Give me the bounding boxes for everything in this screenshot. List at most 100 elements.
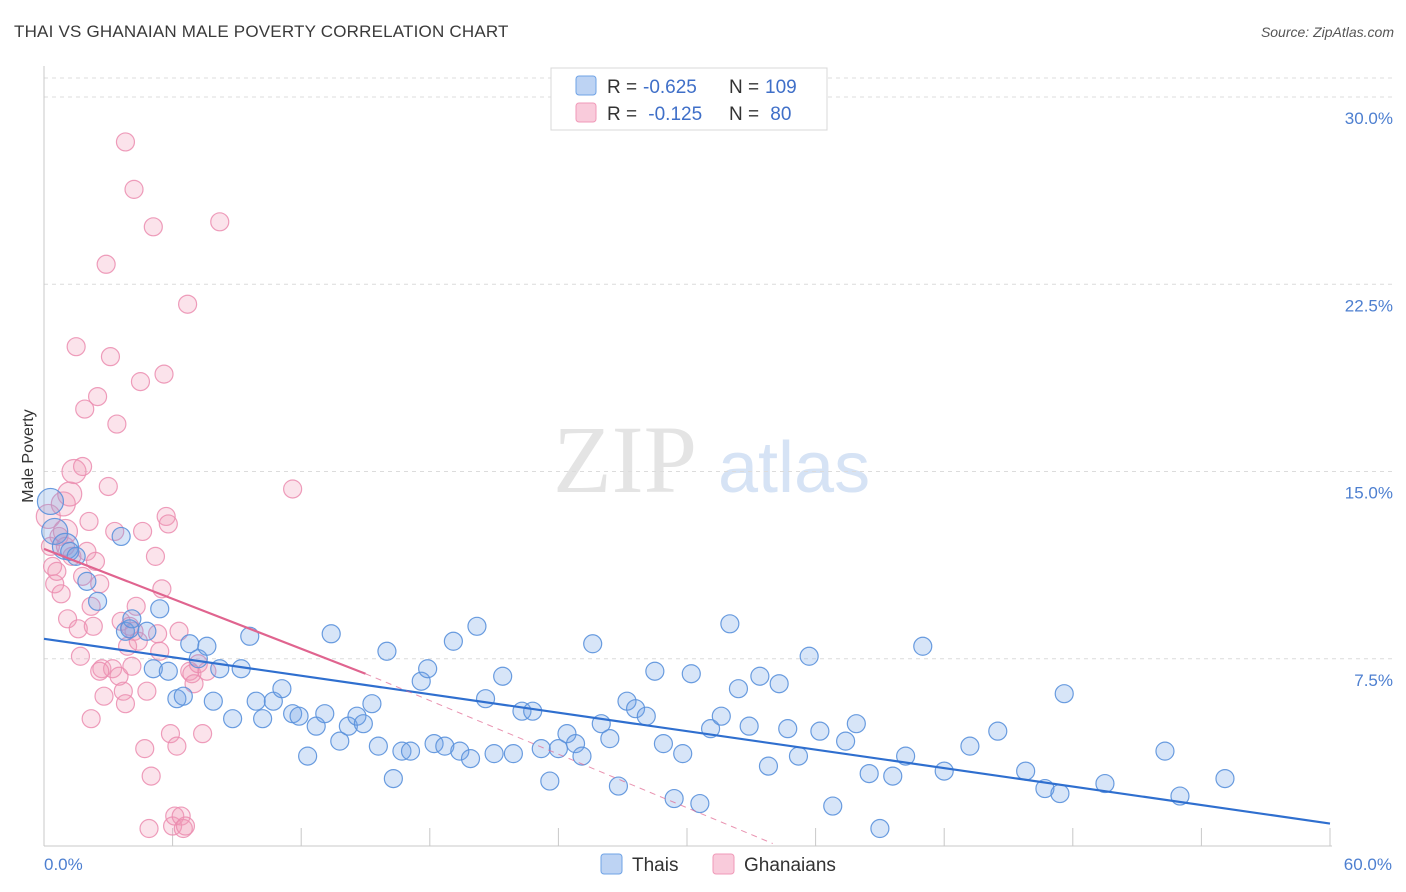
thai-point	[150, 599, 170, 619]
thai-point	[362, 694, 382, 714]
thai-point	[158, 661, 178, 681]
thai-point	[960, 736, 980, 756]
ghanaian-point	[124, 179, 144, 199]
ghanaian-point	[90, 661, 110, 681]
x-tick-label-0: 0.0%	[44, 855, 83, 874]
thai-point	[321, 624, 341, 644]
legend-n-value-ghanaians: 80	[765, 104, 791, 125]
thai-point	[565, 734, 586, 754]
ghanaian-point	[178, 294, 198, 314]
ghanaian-point	[75, 399, 95, 419]
series-legend: Thais Ghanaians	[600, 853, 836, 876]
thai-point	[758, 756, 779, 776]
ghanaian-point	[51, 584, 71, 604]
ghanaian-point	[135, 739, 155, 759]
x-tick-labels: 0.0% 60.0%	[44, 855, 1392, 874]
thai-point	[769, 674, 789, 694]
ghanaian-point	[122, 656, 142, 676]
y-tick-label-1: 15.0%	[1345, 484, 1393, 503]
ghanaian-point	[137, 681, 157, 701]
thai-point	[197, 636, 217, 656]
ghanaian-point	[150, 641, 170, 661]
watermark-zip: ZIP	[553, 406, 697, 513]
thai-point	[540, 771, 560, 791]
thai-point	[435, 736, 455, 756]
thai-point	[223, 709, 243, 729]
ghanaian-point	[68, 619, 88, 639]
thai-point	[846, 714, 866, 734]
thai-point	[681, 664, 701, 684]
legend-r-value-ghanaians: -0.125	[643, 104, 702, 125]
bottom-legend-label-thais: Thais	[632, 855, 678, 876]
legend-r-label-ghanaians: R =	[607, 104, 637, 125]
ghanaian-trend-extension	[365, 673, 773, 844]
thai-point	[173, 686, 193, 706]
thai-point	[383, 768, 403, 789]
ghanaian-point	[96, 254, 116, 274]
thai-point	[289, 706, 309, 726]
y-tick-label-2: 22.5%	[1345, 296, 1393, 315]
thai-point	[377, 641, 397, 661]
ghanaian-point	[61, 458, 87, 485]
thai-point	[1155, 741, 1175, 761]
axes	[43, 66, 1332, 847]
thai-point	[368, 736, 388, 756]
thai-point	[896, 746, 916, 766]
thai-point	[625, 699, 646, 719]
thai-point	[418, 659, 438, 679]
ghanaian-point	[158, 514, 178, 534]
thai-point	[353, 714, 373, 734]
thai-point	[143, 659, 163, 679]
legend-n-label-thais: N =	[729, 77, 759, 98]
thai-point	[988, 721, 1008, 741]
ghanaian-point	[79, 511, 99, 532]
ghanaian-point	[175, 816, 196, 836]
ghanaian-point	[139, 818, 159, 839]
thai-point	[1050, 783, 1070, 804]
ghanaian-point	[94, 686, 114, 706]
ghanaian-point	[167, 736, 187, 756]
thai-point	[203, 691, 223, 711]
thai-trend-line	[43, 637, 1331, 825]
ghanaian-point	[173, 818, 193, 839]
ghanaian-point	[92, 659, 112, 679]
ghanaian-point	[171, 806, 191, 826]
thai-point	[739, 716, 759, 736]
trend-lines	[43, 547, 1331, 844]
thai-point	[443, 631, 463, 651]
thai-point	[41, 517, 69, 546]
source-label: Source: ZipAtlas.com	[1260, 24, 1394, 40]
thai-point	[583, 634, 603, 654]
ghanaian-point	[154, 364, 174, 384]
thai-point	[137, 621, 157, 641]
thai-point	[608, 776, 629, 796]
bottom-legend-swatch-ghanaians	[712, 853, 735, 875]
thai-point	[870, 818, 890, 839]
ghanaian-point	[100, 347, 121, 367]
ghanaian-point	[35, 503, 61, 530]
thai-point	[750, 666, 770, 686]
watermark-atlas: atlas	[718, 428, 870, 508]
thai-point	[66, 546, 86, 566]
ghanaian-point	[83, 616, 103, 636]
ghanaian-point	[105, 521, 125, 542]
ghanaian-point	[81, 596, 101, 616]
thai-point	[347, 706, 367, 726]
y-tick-label-0: 7.5%	[1354, 671, 1393, 690]
thai-point	[475, 689, 496, 709]
ghanaian-point	[72, 456, 93, 477]
ghanaian-point	[107, 414, 127, 434]
thai-point	[330, 731, 350, 751]
ghanaian-point	[115, 132, 136, 152]
correlation-legend: R = -0.625 N = 109 R = -0.125 N = 80	[550, 67, 828, 131]
ghanaian-point	[143, 217, 163, 237]
ghanaian-point	[113, 681, 133, 701]
ghanaian-point	[85, 551, 106, 571]
legend-n-label-ghanaians: N =	[729, 104, 759, 125]
thai-point	[823, 796, 843, 816]
ghanaian-point	[169, 621, 189, 641]
thai-point	[460, 749, 481, 769]
series-ghanaians	[35, 132, 303, 839]
bottom-legend-swatch-thais	[600, 853, 623, 875]
